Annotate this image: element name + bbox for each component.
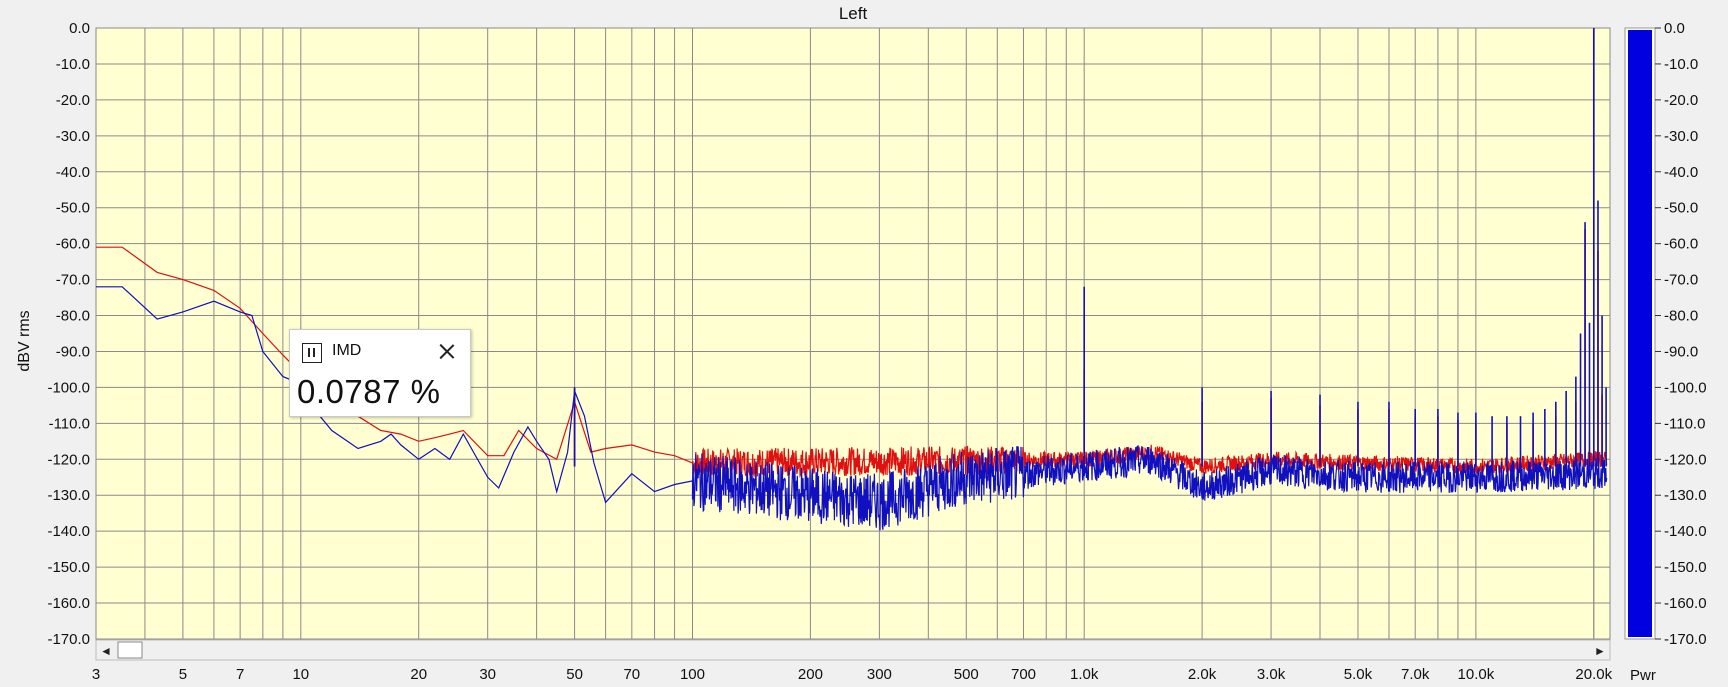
y-tick-label: -90.0 <box>56 343 90 360</box>
x-tick-label: 500 <box>954 666 979 682</box>
x-tick-label: 300 <box>867 666 892 682</box>
meter-tick-label: -60.0 <box>1664 236 1698 253</box>
meter-tick-label: -40.0 <box>1664 164 1698 181</box>
y-tick-label: -20.0 <box>56 92 90 109</box>
horizontal-scrollbar[interactable]: ◄ ► <box>95 639 1611 661</box>
meter-tick-label: -30.0 <box>1664 128 1698 145</box>
imd-readout-panel[interactable]: IMD 0.0787 % <box>289 329 471 417</box>
x-tick-label: 5.0k <box>1344 666 1373 682</box>
meter-tick-label: -100.0 <box>1664 379 1707 396</box>
meter-tick-label: -140.0 <box>1664 523 1707 540</box>
meter-tick-label: -110.0 <box>1664 415 1705 432</box>
y-tick-label: -70.0 <box>56 272 90 289</box>
x-tick-label: 1.0k <box>1070 666 1099 682</box>
level-meter: 0.0 -10.0 -20.0 -30.0 -40.0 -50.0 -60.0 -70.0 -8… <box>1624 20 1707 684</box>
grid-lines <box>95 27 1610 640</box>
y-tick-label: -170.0 <box>47 631 90 648</box>
imd-label: IMD <box>332 342 362 359</box>
meter-tick-label: -20.0 <box>1664 92 1698 109</box>
y-tick-label: -160.0 <box>47 595 90 612</box>
scroll-right-icon: ► <box>1594 644 1606 658</box>
x-tick-label: 10.0k <box>1458 666 1495 682</box>
x-tick-label: 7 <box>236 666 244 682</box>
y-tick-label: -40.0 <box>56 164 90 181</box>
x-tick-label: 200 <box>798 666 823 682</box>
scroll-left-icon: ◄ <box>100 644 112 658</box>
x-tick-label: 20 <box>410 666 427 682</box>
scroll-left-button[interactable] <box>97 641 115 659</box>
scroll-thumb[interactable] <box>117 641 143 659</box>
x-tick-labels: 3 5 7 10 20 30 50 70 100 200 300 500 700 1.0k 2.0k 3.0k… <box>92 666 1613 683</box>
x-tick-label: 700 <box>1011 666 1036 682</box>
scroll-right-button[interactable] <box>1591 641 1609 659</box>
x-tick-label: 2.0k <box>1188 666 1217 682</box>
y-tick-label: -120.0 <box>47 451 90 468</box>
x-tick-label: 10 <box>292 666 309 682</box>
meter-tick-label: 0.0 <box>1664 20 1685 37</box>
y-tick-label: -150.0 <box>47 559 90 576</box>
meter-tick-label: -80.0 <box>1664 308 1698 325</box>
y-axis-label: dBV rms <box>16 310 33 371</box>
series-layer <box>96 28 1608 531</box>
x-tick-label: 5 <box>179 666 187 682</box>
meter-tick-label: -50.0 <box>1664 200 1698 217</box>
meter-tick-label: -70.0 <box>1664 272 1698 289</box>
y-tick-label: -50.0 <box>56 200 90 217</box>
meter-tick-label: -170.0 <box>1664 631 1707 648</box>
y-tick-label: -110.0 <box>49 415 90 432</box>
y-tick-label: -140.0 <box>47 523 90 540</box>
series-line-1 <box>96 286 1608 531</box>
x-tick-label: 3.0k <box>1257 666 1286 682</box>
y-tick-label: -100.0 <box>47 379 90 396</box>
y-tick-label: -10.0 <box>56 56 90 73</box>
level-meter-bar <box>1628 30 1652 637</box>
x-tick-label: 50 <box>566 666 583 682</box>
y-tick-label: -80.0 <box>56 308 90 325</box>
y-tick-label: -130.0 <box>47 487 90 504</box>
meter-tick-label: -160.0 <box>1664 595 1707 612</box>
meter-tick-label: -120.0 <box>1664 451 1707 468</box>
imd-value: 0.0787 % <box>297 373 441 410</box>
x-tick-label: 7.0k <box>1401 666 1430 682</box>
close-icon[interactable] <box>432 336 462 366</box>
meter-tick-labels: 0.0 -10.0 -20.0 -30.0 -40.0 -50.0 -60.0 -70.0 -8… <box>1655 20 1707 648</box>
y-tick-label: -30.0 <box>56 128 90 145</box>
x-tick-label: 3 <box>92 666 100 682</box>
meter-tick-label: -130.0 <box>1664 487 1707 504</box>
x-tick-label: 70 <box>623 666 640 682</box>
x-tick-label: 20.0k <box>1575 666 1612 682</box>
y-tick-labels: 0.0 -10.0 -20.0 -30.0 -40.0 -50.0 -60.0 -70.0 -8… <box>47 20 90 648</box>
x-tick-label: 30 <box>479 666 496 682</box>
meter-unit-label: Pwr <box>1630 667 1656 682</box>
pause-icon[interactable] <box>302 343 322 363</box>
y-tick-label: 0.0 <box>69 20 90 37</box>
meter-tick-label: -150.0 <box>1664 559 1707 576</box>
y-tick-label: -60.0 <box>56 236 90 253</box>
chart-title: Left <box>839 4 868 23</box>
x-tick-label: 100 <box>680 666 705 682</box>
meter-tick-label: -10.0 <box>1664 56 1698 73</box>
meter-tick-label: -90.0 <box>1664 343 1698 360</box>
